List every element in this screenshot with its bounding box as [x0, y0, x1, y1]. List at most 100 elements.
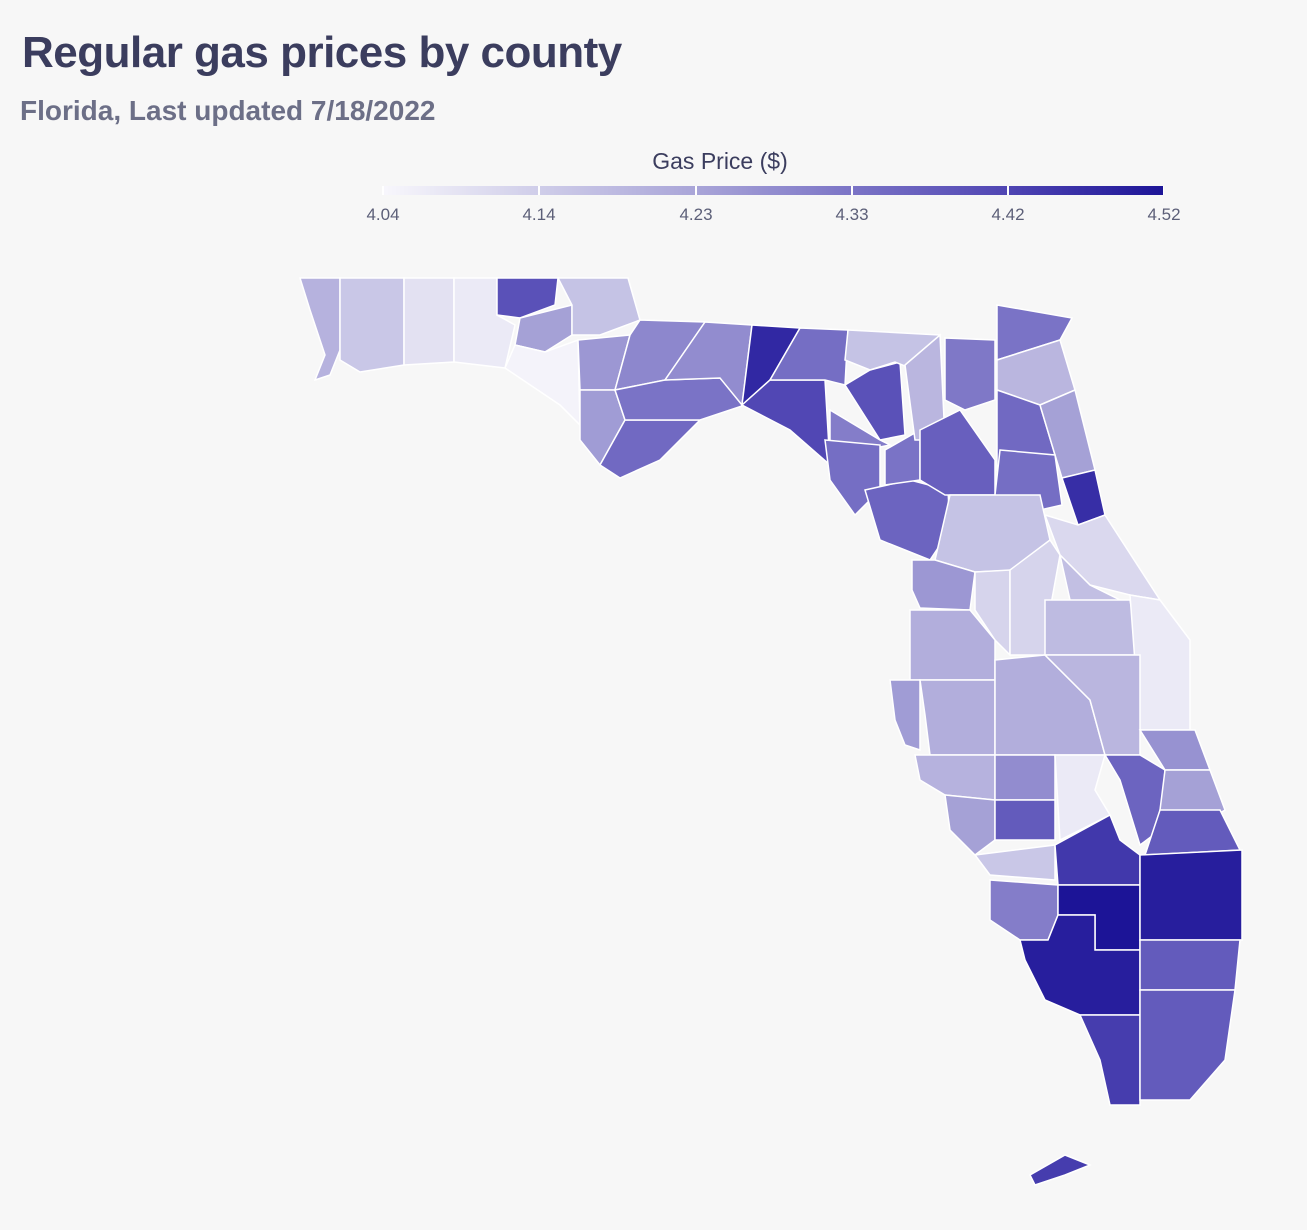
county-region[interactable]	[504, 338, 581, 427]
legend-color-segment	[492, 186, 495, 195]
legend-color-segment	[666, 186, 669, 195]
legend-color-segment	[730, 186, 733, 195]
legend-color-segment	[716, 186, 719, 195]
legend-color-segment	[808, 186, 811, 195]
legend-color-segment	[1046, 186, 1049, 195]
legend-color-segment	[514, 186, 517, 195]
legend-color-segment	[1042, 186, 1045, 195]
legend-color-segment	[510, 186, 513, 195]
county-region[interactable]	[843, 361, 906, 441]
county-region[interactable]	[994, 754, 1056, 801]
legend-color-segment	[430, 186, 433, 195]
legend-tick: 4.52	[1147, 205, 1181, 224]
legend-color-segment	[400, 186, 403, 195]
legend-color-segment	[786, 186, 789, 195]
county-region[interactable]	[973, 844, 1056, 881]
county-region[interactable]	[514, 304, 573, 353]
legend-color-segment	[976, 186, 979, 195]
legend-color-segment	[460, 186, 463, 195]
county-region[interactable]	[1139, 849, 1243, 941]
county-region[interactable]	[496, 277, 559, 319]
legend-color-segment	[816, 186, 819, 195]
legend-color-segment	[402, 186, 405, 195]
county-region[interactable]	[914, 754, 996, 801]
legend-color-segment	[906, 186, 909, 195]
legend-color-segment	[866, 186, 869, 195]
legend-color-segment	[794, 186, 797, 195]
legend-color-segment	[1040, 186, 1043, 195]
county-region[interactable]	[740, 379, 831, 467]
legend-color-segment	[504, 186, 507, 195]
legend-color-segment	[692, 186, 695, 195]
legend-color-segment	[968, 186, 971, 195]
legend-tick-mark	[1007, 186, 1009, 195]
legend-title: Gas Price ($)	[652, 148, 788, 174]
legend-color-segment	[1020, 186, 1023, 195]
legend-color-segment	[884, 186, 887, 195]
legend-color-segment	[772, 186, 775, 195]
legend-color-segment	[886, 186, 889, 195]
county-region[interactable]	[944, 794, 996, 856]
legend-color-segment	[598, 186, 601, 195]
legend-color-segment	[994, 186, 997, 195]
legend-color-segment	[922, 186, 925, 195]
legend-color-segment	[632, 186, 635, 195]
county-region[interactable]	[556, 277, 641, 336]
county-region[interactable]	[1044, 599, 1141, 656]
county-region[interactable]	[1029, 1154, 1093, 1186]
legend-color-segment	[594, 186, 597, 195]
legend-color-segment	[1054, 186, 1057, 195]
legend-color-segment	[522, 186, 525, 195]
county-region[interactable]	[663, 321, 753, 407]
legend-color-segment	[488, 186, 491, 195]
county-region[interactable]	[1054, 754, 1112, 842]
legend-color-segment	[1070, 186, 1073, 195]
legend-color-segment	[428, 186, 431, 195]
legend-color-segment	[986, 186, 989, 195]
legend-color-segment	[1074, 186, 1077, 195]
legend-color-segment	[1036, 186, 1039, 195]
legend-color-segment	[444, 186, 447, 195]
legend-color-segment	[408, 186, 411, 195]
legend-color-segment	[1062, 186, 1065, 195]
legend-color-segment	[732, 186, 735, 195]
legend-color-segment	[956, 186, 959, 195]
legend-color-segment	[550, 186, 553, 195]
legend-color-segment	[792, 186, 795, 195]
county-region[interactable]	[944, 337, 996, 411]
county-region[interactable]	[339, 277, 405, 373]
county-region[interactable]	[1139, 939, 1241, 991]
legend-color-segment	[396, 186, 399, 195]
legend-color-segment	[1096, 186, 1099, 195]
legend-color-segment	[984, 186, 987, 195]
legend-color-segment	[1022, 186, 1025, 195]
county-region[interactable]	[1139, 989, 1236, 1101]
legend-color-segment	[588, 186, 591, 195]
legend-color-segment	[426, 186, 429, 195]
legend-color-segment	[1052, 186, 1055, 195]
county-region[interactable]	[298, 277, 341, 382]
county-region[interactable]	[889, 679, 921, 752]
county-region[interactable]	[403, 277, 455, 366]
legend-color-segment	[1098, 186, 1101, 195]
legend-color-segment	[1120, 186, 1123, 195]
county-region[interactable]	[919, 679, 996, 756]
legend-color-segment	[880, 186, 883, 195]
legend-color-segment	[508, 186, 511, 195]
legend-color-segment	[868, 186, 871, 195]
legend-color-segment	[902, 186, 905, 195]
legend-color-segment	[932, 186, 935, 195]
legend-color-segment	[470, 186, 473, 195]
legend-color-segment	[680, 186, 683, 195]
legend-color-segment	[1056, 186, 1059, 195]
county-region[interactable]	[768, 327, 849, 386]
legend-color-segment	[524, 186, 527, 195]
county-region[interactable]	[989, 879, 1059, 941]
county-region[interactable]	[974, 569, 1011, 657]
legend-color-segment	[606, 186, 609, 195]
county-region[interactable]	[1078, 1014, 1141, 1106]
county-region[interactable]	[1143, 809, 1242, 856]
county-region[interactable]	[994, 799, 1056, 841]
legend-color-segment	[760, 186, 763, 195]
legend-color-segment	[652, 186, 655, 195]
